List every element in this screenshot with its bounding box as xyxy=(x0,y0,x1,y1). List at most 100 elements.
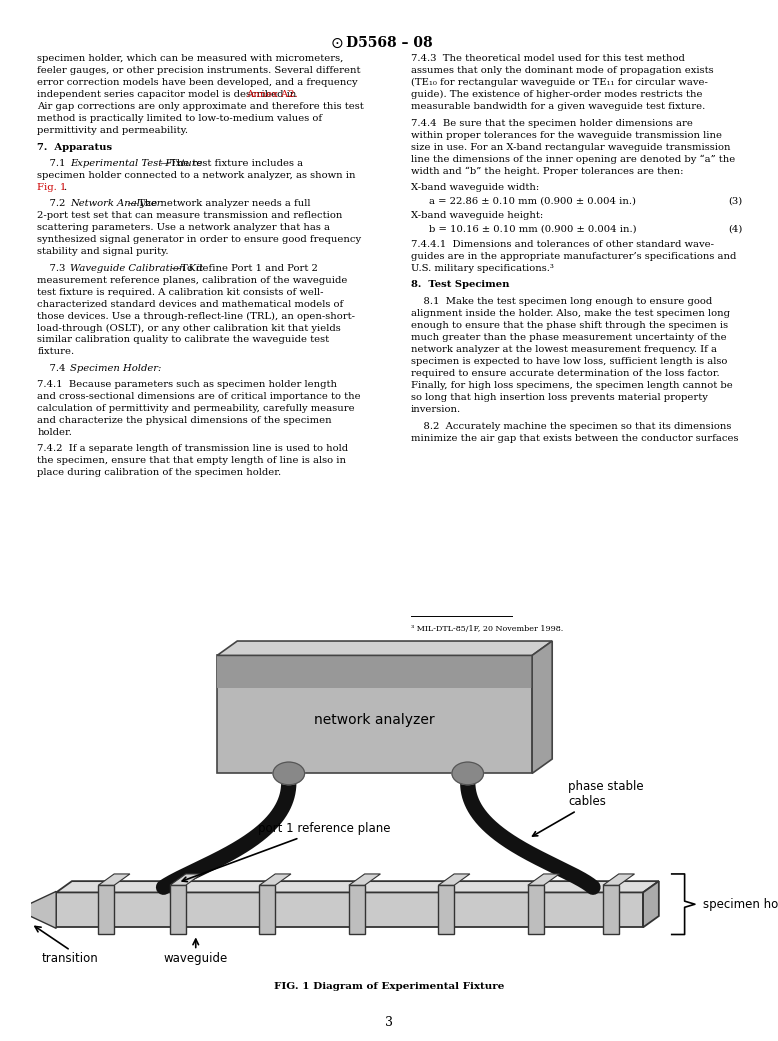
Text: 8.2  Accurately machine the specimen so that its dimensions: 8.2 Accurately machine the specimen so t… xyxy=(411,422,731,431)
Text: permittivity and permeability.: permittivity and permeability. xyxy=(37,126,188,135)
Text: —The test fixture includes a: —The test fixture includes a xyxy=(160,159,303,169)
Text: Air gap corrections are only approximate and therefore this test: Air gap corrections are only approximate… xyxy=(37,102,364,111)
Text: 7.4.1  Because parameters such as specimen holder length: 7.4.1 Because parameters such as specime… xyxy=(37,380,338,388)
Polygon shape xyxy=(603,874,635,885)
Text: network analyzer: network analyzer xyxy=(314,713,435,728)
Polygon shape xyxy=(170,874,202,885)
Text: similar calibration quality to calibrate the waveguide test: similar calibration quality to calibrate… xyxy=(37,335,329,345)
Text: scattering parameters. Use a network analyzer that has a: scattering parameters. Use a network ana… xyxy=(37,223,331,232)
Text: 7.4.4.1  Dimensions and tolerances of other standard wave-: 7.4.4.1 Dimensions and tolerances of oth… xyxy=(411,239,713,249)
FancyBboxPatch shape xyxy=(527,885,544,935)
Text: measurement reference planes, calibration of the waveguide: measurement reference planes, calibratio… xyxy=(37,276,348,284)
Text: 8.  Test Specimen: 8. Test Specimen xyxy=(411,280,510,289)
FancyBboxPatch shape xyxy=(217,656,532,773)
Text: holder.: holder. xyxy=(37,428,72,436)
Text: 3: 3 xyxy=(385,1016,393,1029)
Text: the specimen, ensure that that empty length of line is also in: the specimen, ensure that that empty len… xyxy=(37,456,346,465)
Text: 7.1: 7.1 xyxy=(37,159,72,169)
Text: error correction models have been developed, and a frequency: error correction models have been develo… xyxy=(37,78,358,87)
Text: guides are in the appropriate manufacturer’s specifications and: guides are in the appropriate manufactur… xyxy=(411,252,736,260)
Text: Waveguide Calibration Kit: Waveguide Calibration Kit xyxy=(70,263,203,273)
Text: specimen holder connected to a network analyzer, as shown in: specimen holder connected to a network a… xyxy=(37,172,356,180)
Text: calculation of permittivity and permeability, carefully measure: calculation of permittivity and permeabi… xyxy=(37,404,355,412)
Text: within proper tolerances for the waveguide transmission line: within proper tolerances for the wavegui… xyxy=(411,131,722,139)
Polygon shape xyxy=(349,874,380,885)
FancyBboxPatch shape xyxy=(217,656,532,688)
FancyBboxPatch shape xyxy=(98,885,114,935)
Text: —The network analyzer needs a full: —The network analyzer needs a full xyxy=(128,199,311,208)
FancyBboxPatch shape xyxy=(56,892,643,928)
Polygon shape xyxy=(56,881,659,892)
Text: b = 10.16 ± 0.10 mm (0.900 ± 0.004 in.): b = 10.16 ± 0.10 mm (0.900 ± 0.004 in.) xyxy=(429,224,636,233)
Text: so long that high insertion loss prevents material property: so long that high insertion loss prevent… xyxy=(411,392,708,402)
Text: 2-port test set that can measure transmission and reflection: 2-port test set that can measure transmi… xyxy=(37,211,343,220)
Text: ⊙: ⊙ xyxy=(331,35,343,51)
Text: fixture.: fixture. xyxy=(37,348,75,356)
Text: 7.4.4  Be sure that the specimen holder dimensions are: 7.4.4 Be sure that the specimen holder d… xyxy=(411,119,692,128)
Circle shape xyxy=(273,762,304,785)
Text: method is practically limited to low-to-medium values of: method is practically limited to low-to-… xyxy=(37,113,322,123)
Text: U.S. military specifications.³: U.S. military specifications.³ xyxy=(411,263,554,273)
Polygon shape xyxy=(643,881,659,928)
Text: synthesized signal generator in order to ensure good frequency: synthesized signal generator in order to… xyxy=(37,235,362,244)
Text: place during calibration of the specimen holder.: place during calibration of the specimen… xyxy=(37,468,282,478)
Text: 7.2: 7.2 xyxy=(37,199,72,208)
Text: and cross-sectional dimensions are of critical importance to the: and cross-sectional dimensions are of cr… xyxy=(37,391,361,401)
Text: Experimental Test Fixture: Experimental Test Fixture xyxy=(70,159,202,169)
Text: load-through (OSLT), or any other calibration kit that yields: load-through (OSLT), or any other calibr… xyxy=(37,324,341,333)
Polygon shape xyxy=(532,641,552,773)
Text: 7.4: 7.4 xyxy=(37,364,72,373)
Text: specimen holder: specimen holder xyxy=(703,897,778,911)
Text: much greater than the phase measurement uncertainty of the: much greater than the phase measurement … xyxy=(411,333,727,342)
Circle shape xyxy=(452,762,483,785)
Polygon shape xyxy=(98,874,130,885)
Text: those devices. Use a through-reflect-line (TRL), an open-short-: those devices. Use a through-reflect-lin… xyxy=(37,311,356,321)
Text: enough to ensure that the phase shift through the specimen is: enough to ensure that the phase shift th… xyxy=(411,321,728,330)
Text: 7.4.3  The theoretical model used for this test method: 7.4.3 The theoretical model used for thi… xyxy=(411,54,685,64)
Text: 8.1  Make the test specimen long enough to ensure good: 8.1 Make the test specimen long enough t… xyxy=(411,297,712,306)
Text: specimen holder, which can be measured with micrometers,: specimen holder, which can be measured w… xyxy=(37,54,344,64)
Text: Fig. 1: Fig. 1 xyxy=(37,183,67,193)
Text: D5568 – 08: D5568 – 08 xyxy=(345,36,433,50)
Text: Network Analyzer: Network Analyzer xyxy=(70,199,162,208)
Text: Annex A2.: Annex A2. xyxy=(246,90,298,99)
FancyBboxPatch shape xyxy=(349,885,365,935)
Text: ³ MIL-DTL-85/1F, 20 November 1998.: ³ MIL-DTL-85/1F, 20 November 1998. xyxy=(411,625,563,633)
Polygon shape xyxy=(217,641,552,656)
Text: feeler gauges, or other precision instruments. Several different: feeler gauges, or other precision instru… xyxy=(37,67,361,75)
Text: width and “b” the height. Proper tolerances are then:: width and “b” the height. Proper toleran… xyxy=(411,167,683,176)
Text: specimen is expected to have low loss, sufficient length is also: specimen is expected to have low loss, s… xyxy=(411,357,727,366)
Text: measurable bandwidth for a given waveguide test fixture.: measurable bandwidth for a given wavegui… xyxy=(411,102,705,111)
Text: alignment inside the holder. Also, make the test specimen long: alignment inside the holder. Also, make … xyxy=(411,309,730,319)
FancyBboxPatch shape xyxy=(259,885,275,935)
Text: characterized standard devices and mathematical models of: characterized standard devices and mathe… xyxy=(37,300,344,308)
Text: FIG. 1 Diagram of Experimental Fixture: FIG. 1 Diagram of Experimental Fixture xyxy=(274,982,504,991)
Text: X-band waveguide width:: X-band waveguide width: xyxy=(411,183,539,193)
Text: line the dimensions of the inner opening are denoted by “a” the: line the dimensions of the inner opening… xyxy=(411,155,735,164)
Text: (3): (3) xyxy=(729,197,743,205)
Polygon shape xyxy=(259,874,291,885)
Text: inversion.: inversion. xyxy=(411,405,461,414)
Text: 7.4.2  If a separate length of transmission line is used to hold: 7.4.2 If a separate length of transmissi… xyxy=(37,445,349,454)
Text: required to ensure accurate determination of the loss factor.: required to ensure accurate determinatio… xyxy=(411,369,720,378)
Text: network analyzer at the lowest measurement frequency. If a: network analyzer at the lowest measureme… xyxy=(411,345,717,354)
FancyBboxPatch shape xyxy=(603,885,619,935)
Text: —To define Port 1 and Port 2: —To define Port 1 and Port 2 xyxy=(171,263,318,273)
Text: test fixture is required. A calibration kit consists of well-: test fixture is required. A calibration … xyxy=(37,287,324,297)
Text: minimize the air gap that exists between the conductor surfaces: minimize the air gap that exists between… xyxy=(411,434,738,442)
Polygon shape xyxy=(17,891,56,929)
FancyBboxPatch shape xyxy=(438,885,454,935)
Text: .: . xyxy=(63,183,66,193)
Text: 7.3: 7.3 xyxy=(37,263,72,273)
Text: transition: transition xyxy=(42,951,99,965)
Polygon shape xyxy=(527,874,559,885)
Text: independent series capacitor model is described in: independent series capacitor model is de… xyxy=(37,90,300,99)
Polygon shape xyxy=(438,874,470,885)
Text: (TE₁₀ for rectangular waveguide or TE₁₁ for circular wave-: (TE₁₀ for rectangular waveguide or TE₁₁ … xyxy=(411,78,708,87)
Text: port 1 reference plane: port 1 reference plane xyxy=(182,822,391,882)
Text: 7.  Apparatus: 7. Apparatus xyxy=(37,143,113,152)
Text: guide). The existence of higher-order modes restricts the: guide). The existence of higher-order mo… xyxy=(411,90,703,99)
Text: size in use. For an X-band rectangular waveguide transmission: size in use. For an X-band rectangular w… xyxy=(411,143,731,152)
Text: waveguide: waveguide xyxy=(163,951,228,965)
Text: Finally, for high loss specimens, the specimen length cannot be: Finally, for high loss specimens, the sp… xyxy=(411,381,733,390)
